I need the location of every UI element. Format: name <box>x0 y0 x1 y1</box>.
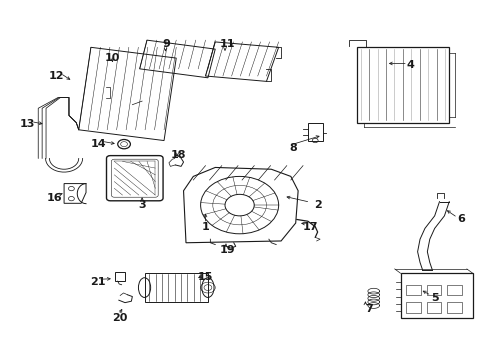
Text: 14: 14 <box>90 139 106 149</box>
Text: 8: 8 <box>289 143 297 153</box>
Text: 16: 16 <box>46 193 62 203</box>
Text: 5: 5 <box>430 293 438 303</box>
Bar <box>447 302 461 313</box>
Bar <box>144 273 207 302</box>
Text: 12: 12 <box>49 71 64 81</box>
Bar <box>447 285 461 296</box>
Text: 4: 4 <box>406 60 413 70</box>
Text: 9: 9 <box>162 39 170 49</box>
Bar <box>406 285 420 296</box>
Text: 15: 15 <box>198 272 213 282</box>
Text: 1: 1 <box>201 222 209 231</box>
Text: 13: 13 <box>20 120 35 129</box>
Bar <box>307 123 322 140</box>
Text: 6: 6 <box>457 215 465 224</box>
Text: 2: 2 <box>313 200 321 210</box>
Bar <box>406 302 420 313</box>
Text: 10: 10 <box>105 53 120 63</box>
Text: 7: 7 <box>364 304 372 314</box>
Text: 21: 21 <box>90 277 106 287</box>
Bar <box>426 302 441 313</box>
Text: 11: 11 <box>219 39 235 49</box>
Bar <box>400 273 472 318</box>
Text: 20: 20 <box>112 313 127 323</box>
Bar <box>356 47 448 123</box>
Text: 3: 3 <box>138 200 145 210</box>
Text: 17: 17 <box>302 222 317 231</box>
Text: 19: 19 <box>219 245 235 255</box>
Text: 18: 18 <box>171 150 186 160</box>
Bar <box>426 285 441 296</box>
Bar <box>115 272 125 281</box>
